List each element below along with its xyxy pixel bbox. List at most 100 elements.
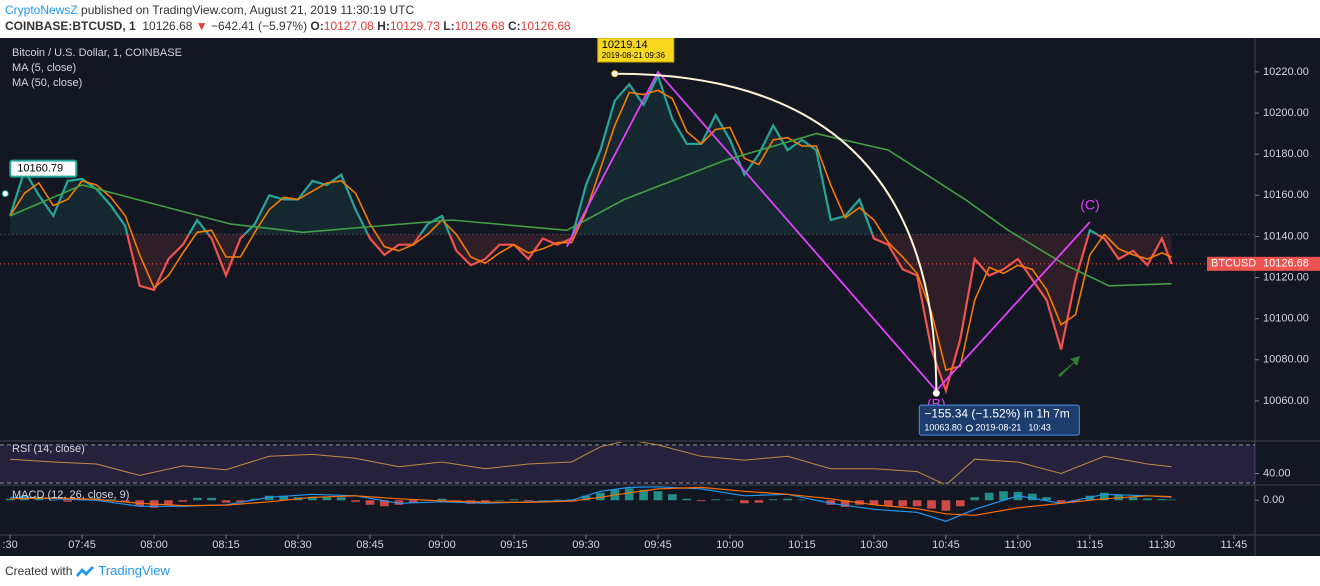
x-tick-label: 11:00	[1005, 539, 1032, 551]
macd-bar	[351, 500, 360, 502]
macd-bar	[236, 500, 245, 502]
last-price-box	[1207, 256, 1320, 271]
y-tick-label: 10200.00	[1263, 107, 1309, 119]
y-tick-label: 10180.00	[1263, 148, 1309, 160]
symbol: COINBASE:BTCUSD, 1	[5, 19, 136, 33]
macd-bar	[164, 500, 173, 505]
x-tick-label: 09:45	[644, 539, 672, 551]
macd-bar	[869, 500, 879, 505]
open: 10127.08	[323, 19, 374, 33]
pane-title: RSI (14, close)	[12, 443, 85, 455]
price-area-below	[127, 234, 1172, 391]
macd-bar	[106, 499, 116, 501]
wave-label: (C)	[1080, 197, 1099, 213]
change: −642.41 (−5.97%)	[211, 19, 308, 33]
macd-bar	[941, 500, 951, 511]
last-price-value: 10126.68	[1263, 258, 1309, 270]
author[interactable]: CryptoNewsZ	[5, 3, 78, 17]
macd-bar	[696, 500, 706, 502]
macd-bar	[308, 496, 317, 501]
macd-bar	[221, 500, 231, 503]
x-tick-label: 10:15	[788, 539, 816, 551]
marker-label: 10160.79	[17, 163, 63, 175]
pane	[5, 486, 1176, 522]
x-tick-label: 11:15	[1077, 539, 1104, 551]
macd-bar	[394, 500, 404, 505]
macd-bar	[5, 498, 15, 501]
macd-bar	[898, 500, 908, 507]
x-tick-label: 10:00	[716, 539, 744, 551]
macd-bar	[192, 497, 202, 501]
last-price-symbol: BTCUSD	[1211, 258, 1256, 270]
y-tick-label: 10080.00	[1263, 354, 1309, 366]
macd-bar	[984, 492, 994, 501]
pane-title: MACD (12, 26, close, 9)	[12, 489, 129, 501]
macd-bar	[264, 495, 274, 501]
macd-bar	[740, 500, 749, 504]
brand[interactable]: TradingView	[98, 563, 170, 578]
macd-bar	[596, 492, 605, 501]
macd-bar	[797, 499, 807, 501]
chart: :30 07:45 08:00 08:15 08:30 08:45 09:00 09:15 09…	[0, 38, 1320, 556]
y-tick-label: 10160.00	[1263, 189, 1309, 201]
x-tick-label: 08:00	[140, 539, 168, 551]
x-tick-label: 10:45	[932, 539, 960, 551]
macd-bar	[682, 498, 692, 501]
macd-bar	[783, 498, 792, 501]
ma-line	[9, 89, 1172, 372]
macd-bar	[999, 491, 1008, 501]
marker-box	[9, 159, 78, 178]
macd-bar	[178, 500, 188, 502]
marker-label: 10219.14	[602, 39, 648, 51]
macd-bar	[668, 494, 677, 501]
measure-text: −155.34 (−1.52%) in 1h 7m	[924, 406, 1069, 420]
macd-bar	[653, 491, 663, 501]
macd-bar	[884, 500, 893, 506]
macd-bar	[1143, 498, 1152, 501]
macd-bar	[365, 500, 375, 505]
x-tick-label: :30	[2, 539, 17, 551]
arrow	[1058, 356, 1080, 377]
x-tick-label: 10:30	[860, 539, 888, 551]
macd-bar	[437, 498, 447, 501]
macd-bar	[725, 499, 735, 501]
header: CryptoNewsZ published on TradingView.com…	[5, 2, 571, 34]
macd-bar	[1128, 496, 1138, 501]
y-tick-label: 10060.00	[1263, 395, 1309, 407]
x-tick-label: 08:15	[212, 539, 240, 551]
low: 10126.68	[454, 19, 505, 33]
high-label: H:	[377, 19, 390, 33]
x-tick-label: 11:45	[1221, 539, 1248, 551]
y-tick-label: 0.00	[1263, 494, 1284, 506]
rsi-line	[10, 442, 1172, 484]
price-area-above	[10, 76, 1172, 235]
published: published on TradingView.com, August 21,…	[77, 3, 415, 17]
pane	[0, 73, 1255, 395]
macd-bar	[207, 497, 216, 501]
macd-bar	[956, 500, 965, 507]
close-label: C:	[507, 19, 521, 33]
macd-bar	[1027, 493, 1037, 501]
macd-bar	[408, 500, 418, 503]
legend-entry: MA (5, close)	[12, 62, 76, 74]
marker-point	[611, 70, 619, 78]
rsi-band	[0, 444, 1255, 484]
macd-bar	[48, 500, 58, 501]
macd-bar	[1157, 499, 1167, 501]
measure-point	[932, 389, 940, 397]
macd-bar	[1099, 492, 1109, 501]
macd-bar	[711, 499, 720, 501]
footer: Created with TradingView	[5, 563, 170, 578]
close: 10126.68	[520, 19, 571, 33]
macd-bar	[639, 489, 648, 501]
measure-time: 10:43	[1028, 422, 1051, 432]
y-tick-label: 10140.00	[1263, 230, 1309, 242]
y-tick-label: 40.00	[1263, 467, 1291, 479]
y-tick-label: 10120.00	[1263, 271, 1309, 283]
macd-bar	[120, 500, 130, 502]
marker-box	[597, 38, 675, 63]
macd-bar	[552, 499, 562, 501]
low-label: L:	[443, 19, 455, 33]
measure-end: 10063.80	[924, 422, 962, 432]
